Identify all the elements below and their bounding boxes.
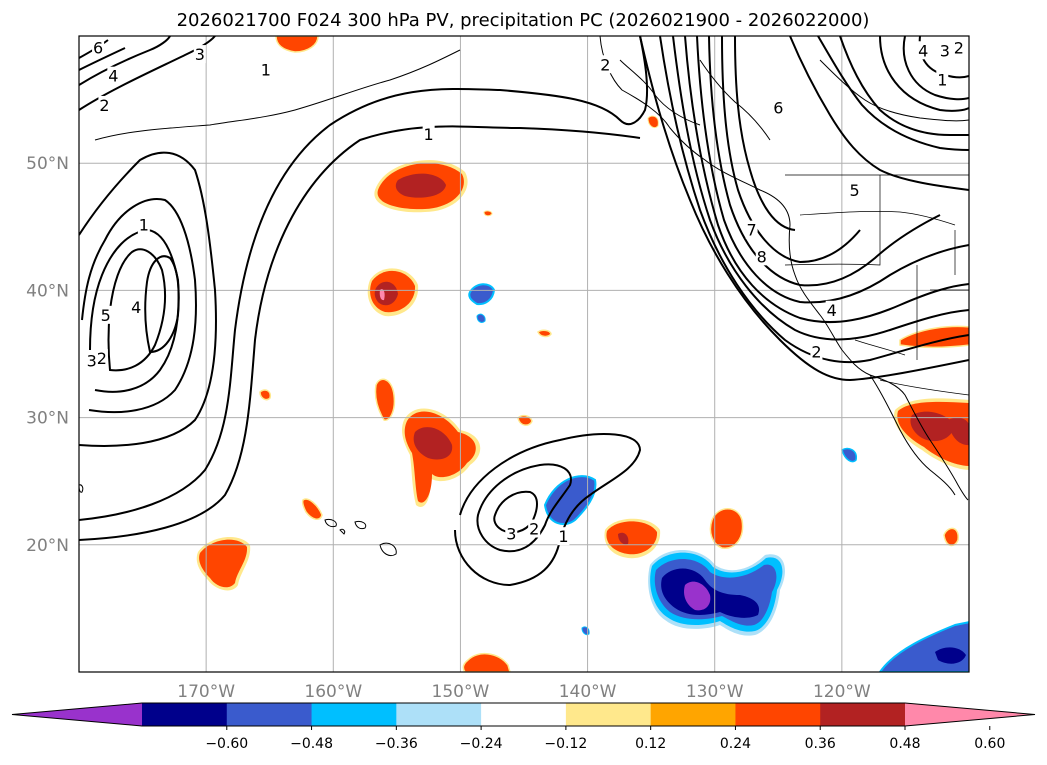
contour-label-bg (755, 247, 768, 266)
contour-label: 1 (937, 71, 947, 90)
colorbar-tick-label: −0.12 (544, 736, 587, 752)
contour-label: 1 (424, 125, 434, 144)
contour-label-bg (107, 66, 120, 85)
colorbar-extend-low (12, 703, 142, 726)
colorbar-swatch (820, 703, 906, 726)
x-tick-label: 120°W (813, 682, 871, 702)
contour-label: 5 (849, 181, 859, 200)
colorbar-tick-label: −0.48 (290, 736, 333, 752)
colorbar-tick-label: 0.24 (720, 736, 751, 752)
contour-label-bg (825, 300, 838, 319)
contour-label: 4 (108, 67, 118, 86)
x-tick-label: 160°W (304, 682, 362, 702)
colorbar-swatch (396, 703, 482, 726)
contour-label: 4 (131, 298, 141, 317)
contour-label-bg (98, 95, 111, 114)
contour-label-bg (95, 349, 108, 368)
contour-label-bg (938, 41, 951, 60)
contour-label: 2 (529, 520, 539, 539)
y-tick-label: 30°N (26, 409, 69, 429)
colorbar-tick-label: 0.60 (974, 736, 1005, 752)
contour-label-bg (99, 305, 112, 324)
contour-label: 8 (757, 247, 767, 266)
colorbar-tick-label: −0.60 (205, 736, 248, 752)
colorbar-swatch (481, 703, 567, 726)
contour-label-bg (422, 125, 435, 144)
contour-label: 3 (506, 525, 516, 544)
contour-label-bg (936, 70, 949, 89)
contour-label: 2 (99, 96, 109, 115)
colorbar: −0.60 −0.48 −0.36 −0.24 −0.12 0.12 0.24 0.36 0.4… (11, 702, 1036, 752)
contour-label: 2 (97, 349, 107, 368)
contour-label-bg (85, 351, 98, 370)
contour-label-bg (848, 181, 861, 200)
precip-fill-layer (196, 36, 969, 672)
x-axis-ticks: 170°W 160°W 150°W 140°W 130°W 120°W (177, 682, 871, 702)
x-tick-label: 140°W (559, 682, 617, 702)
colorbar-tick-label: 0.36 (805, 736, 836, 752)
contour-label: 2 (811, 343, 821, 362)
contour-label: 3 (195, 45, 205, 64)
contour-label-bg (917, 41, 930, 60)
map-frame (78, 35, 970, 673)
contour-label: 7 (746, 221, 756, 240)
contour-label-bg (92, 38, 105, 57)
colorbar-swatch (650, 703, 736, 726)
colorbar-swatch (226, 703, 313, 726)
contour-label-bg (505, 524, 518, 543)
contour-label: 4 (918, 41, 928, 60)
colorbar-extend-high (905, 703, 1035, 726)
colorbar-tick-label: −0.24 (460, 736, 503, 752)
colorbar-tick-label: 0.12 (635, 736, 666, 752)
y-tick-label: 40°N (26, 281, 69, 301)
contour-label-bg (810, 342, 823, 361)
gridlines (79, 36, 969, 672)
colorbar-swatch (311, 703, 397, 726)
contour-label: 1 (139, 216, 149, 235)
contour-label-bg (193, 45, 206, 64)
colorbar-tick-label: 0.48 (889, 736, 920, 752)
colorbar-swatch (565, 703, 652, 726)
contour-label-bg (528, 519, 541, 538)
x-tick-label: 170°W (177, 682, 235, 702)
contour-label-bg (772, 98, 785, 117)
x-tick-label: 130°W (686, 682, 744, 702)
contour-label: 6 (93, 39, 103, 58)
coastlines (79, 36, 969, 557)
x-tick-label: 150°W (432, 682, 490, 702)
contour-label-bg (137, 215, 150, 234)
pv-contours (79, 36, 969, 587)
contour-label-bg (745, 220, 758, 239)
colorbar-swatch (735, 703, 821, 726)
contour-label-bg (952, 38, 965, 57)
colorbar-outline (11, 702, 1036, 727)
chart-title: 2026021700 F024 300 hPa PV, precipitatio… (177, 10, 870, 31)
contour-label: 4 (827, 301, 837, 320)
y-tick-label: 20°N (26, 536, 69, 556)
y-tick-label: 50°N (26, 154, 69, 174)
contour-label-bg (599, 55, 612, 74)
contour-label: 5 (101, 306, 111, 325)
colorbar-swatch (142, 703, 228, 726)
contour-label-bg (259, 60, 272, 79)
colorbar-tick-label: −0.36 (375, 736, 418, 752)
contour-label: 3 (87, 352, 97, 371)
contour-label: 1 (261, 60, 271, 79)
contour-label: 3 (940, 41, 950, 60)
contour-label: 2 (600, 55, 610, 74)
contour-label-bg (130, 298, 143, 317)
y-axis-ticks: 20°N 30°N 40°N 50°N (26, 154, 69, 556)
contour-label: 6 (773, 99, 783, 118)
contour-label-bg (557, 527, 570, 546)
contour-label: 1 (558, 527, 568, 546)
political-borders (784, 174, 969, 396)
contour-label: 2 (954, 39, 964, 58)
